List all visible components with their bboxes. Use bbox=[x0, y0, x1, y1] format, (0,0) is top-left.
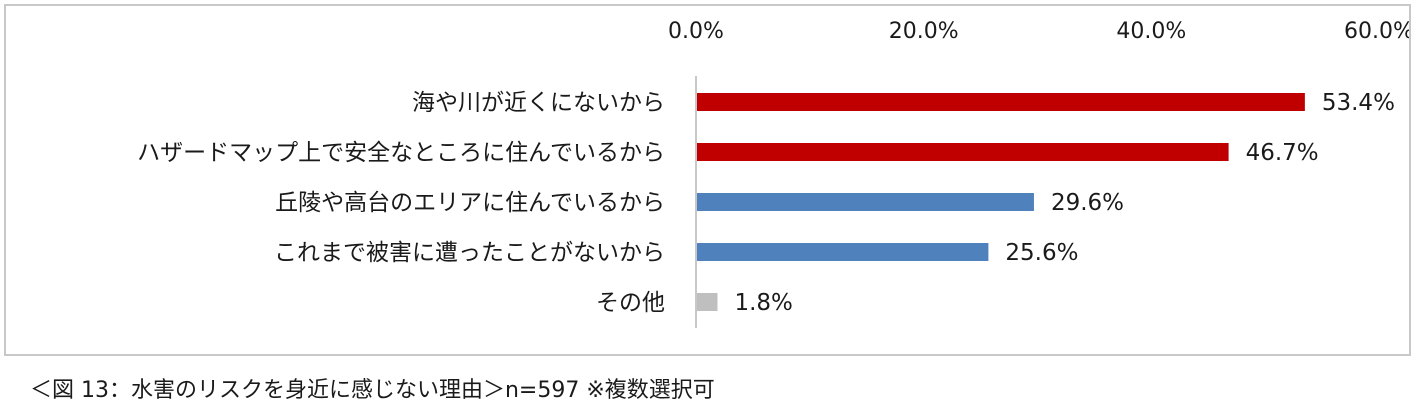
category-label: これまで被害に遭ったことがないから bbox=[274, 240, 665, 266]
category-label: その他 bbox=[596, 290, 665, 316]
data-label: 29.6% bbox=[1051, 190, 1124, 216]
data-label: 53.4% bbox=[1322, 90, 1395, 116]
chart-frame: 0.0% 20.0% 40.0% 60.0% 海や川が近くにないから 53.4% ハザードマ… bbox=[4, 4, 1414, 356]
figure-caption: ＜図 13：水害のリスクを身近に感じない理由＞n=597 ※複数選択可 bbox=[30, 378, 715, 403]
category-label: ハザードマップ上で安全なところに住んでいるから bbox=[137, 140, 665, 166]
x-tick-label: 40.0% bbox=[1116, 19, 1186, 44]
data-label: 46.7% bbox=[1246, 140, 1319, 166]
category-label: 丘陵や高台のエリアに住んでいるから bbox=[275, 190, 665, 216]
data-label: 1.8% bbox=[734, 290, 792, 316]
bar bbox=[697, 143, 1229, 161]
x-tick-label: 20.0% bbox=[889, 19, 959, 44]
bar bbox=[697, 93, 1305, 111]
bar bbox=[697, 243, 989, 261]
category-label: 海や川が近くにないから bbox=[412, 90, 665, 116]
data-label: 25.6% bbox=[1005, 240, 1078, 266]
bar-chart: 0.0% 20.0% 40.0% 60.0% 海や川が近くにないから 53.4% ハザードマ… bbox=[137, 19, 1414, 328]
x-tick-label: 0.0% bbox=[668, 19, 724, 44]
bar bbox=[697, 293, 718, 311]
x-tick-label: 60.0% bbox=[1344, 19, 1409, 44]
bar bbox=[697, 193, 1034, 211]
